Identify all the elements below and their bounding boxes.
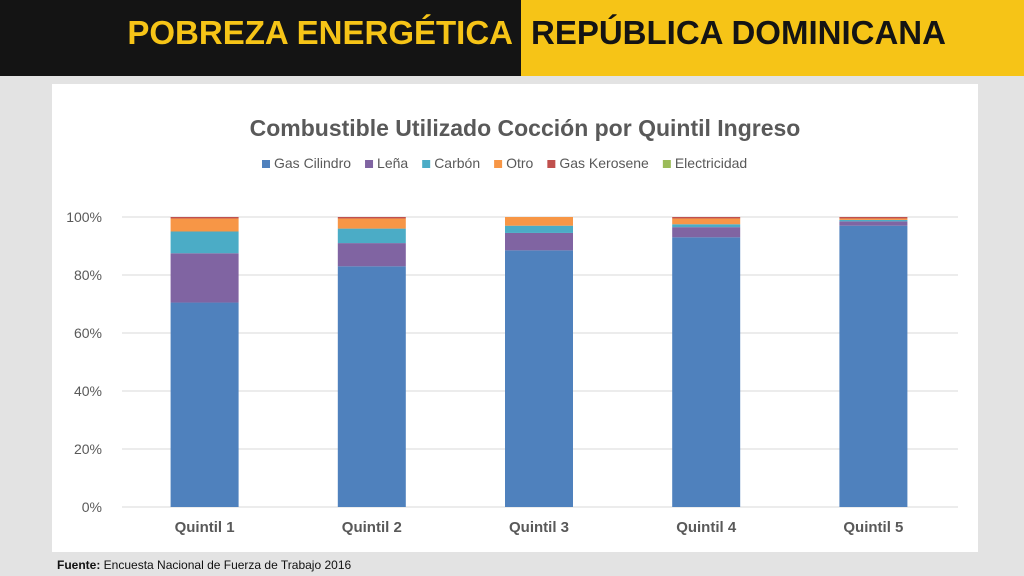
- legend-label-0: Gas Cilindro: [274, 155, 351, 171]
- bar-segment-3-0: [672, 237, 741, 508]
- bar-segment-1-2: [337, 228, 406, 244]
- header-banner-right: REPÚBLICA DOMINICANA: [521, 0, 1024, 76]
- y-tick-label-3: 60%: [74, 325, 102, 341]
- bar-segment-1-1: [337, 243, 406, 267]
- header-title-left: POBREZA ENERGÉTICA: [127, 14, 513, 51]
- bar-segment-1-0: [337, 266, 406, 507]
- legend-swatch-0: [262, 160, 270, 168]
- source-footer: Fuente: Encuesta Nacional de Fuerza de T…: [57, 558, 351, 572]
- bar-segment-4-4: [839, 217, 908, 219]
- y-tick-label-1: 20%: [74, 441, 102, 457]
- source-text: Encuesta Nacional de Fuerza de Trabajo 2…: [100, 558, 352, 572]
- bar-segment-2-1: [505, 232, 573, 251]
- bar-segment-1-3: [337, 218, 406, 229]
- bar-segment-0-2: [170, 231, 239, 254]
- x-tick-label-2: Quintil 3: [509, 519, 569, 536]
- legend-swatch-3: [494, 160, 503, 168]
- x-tick-label-4: Quintil 5: [843, 519, 903, 536]
- legend-swatch-5: [662, 160, 671, 168]
- legend-swatch-4: [547, 160, 556, 168]
- bar-segment-1-4: [337, 217, 406, 219]
- bar-segment-0-0: [170, 302, 239, 507]
- bar-segment-4-1: [839, 221, 908, 226]
- y-tick-label-5: 100%: [66, 209, 102, 225]
- bar-segment-3-4: [672, 217, 741, 219]
- bar-segment-3-2: [672, 224, 741, 228]
- y-tick-label-4: 80%: [74, 267, 102, 283]
- bar-segment-2-0: [505, 250, 573, 507]
- bar-segment-4-0: [839, 225, 908, 507]
- stacked-bar-chart: Combustible Utilizado Cocción por Quinti…: [66, 115, 958, 536]
- y-tick-label-2: 40%: [74, 383, 102, 399]
- legend-label-5: Electricidad: [675, 155, 747, 171]
- bar-segment-3-3: [672, 218, 741, 225]
- x-tick-label-1: Quintil 2: [342, 519, 402, 536]
- legend-label-1: Leña: [377, 155, 408, 171]
- legend-swatch-1: [365, 160, 374, 168]
- legend-label-3: Otro: [506, 155, 533, 171]
- bar-segment-0-1: [170, 253, 239, 303]
- legend-swatch-2: [422, 160, 431, 168]
- bar-segment-4-3: [839, 218, 908, 220]
- chart-panel: Combustible Utilizado Cocción por Quinti…: [52, 84, 978, 552]
- bar-segment-0-4: [170, 217, 239, 219]
- bar-segment-2-2: [505, 225, 573, 233]
- bar-segment-0-3: [170, 218, 239, 232]
- x-tick-label-3: Quintil 4: [676, 519, 737, 536]
- legend-label-2: Carbón: [434, 155, 480, 171]
- bar-segment-3-1: [672, 227, 741, 238]
- bar-segment-2-3: [505, 217, 573, 226]
- header-title-right: REPÚBLICA DOMINICANA: [531, 14, 946, 51]
- source-label: Fuente:: [57, 558, 101, 572]
- bar-segment-4-2: [839, 219, 908, 222]
- x-tick-label-0: Quintil 1: [175, 519, 235, 536]
- legend-label-4: Gas Kerosene: [559, 155, 649, 171]
- y-tick-label-0: 0%: [82, 499, 102, 515]
- header-banner-left: POBREZA ENERGÉTICA: [0, 0, 521, 76]
- chart-title: Combustible Utilizado Cocción por Quinti…: [250, 115, 801, 141]
